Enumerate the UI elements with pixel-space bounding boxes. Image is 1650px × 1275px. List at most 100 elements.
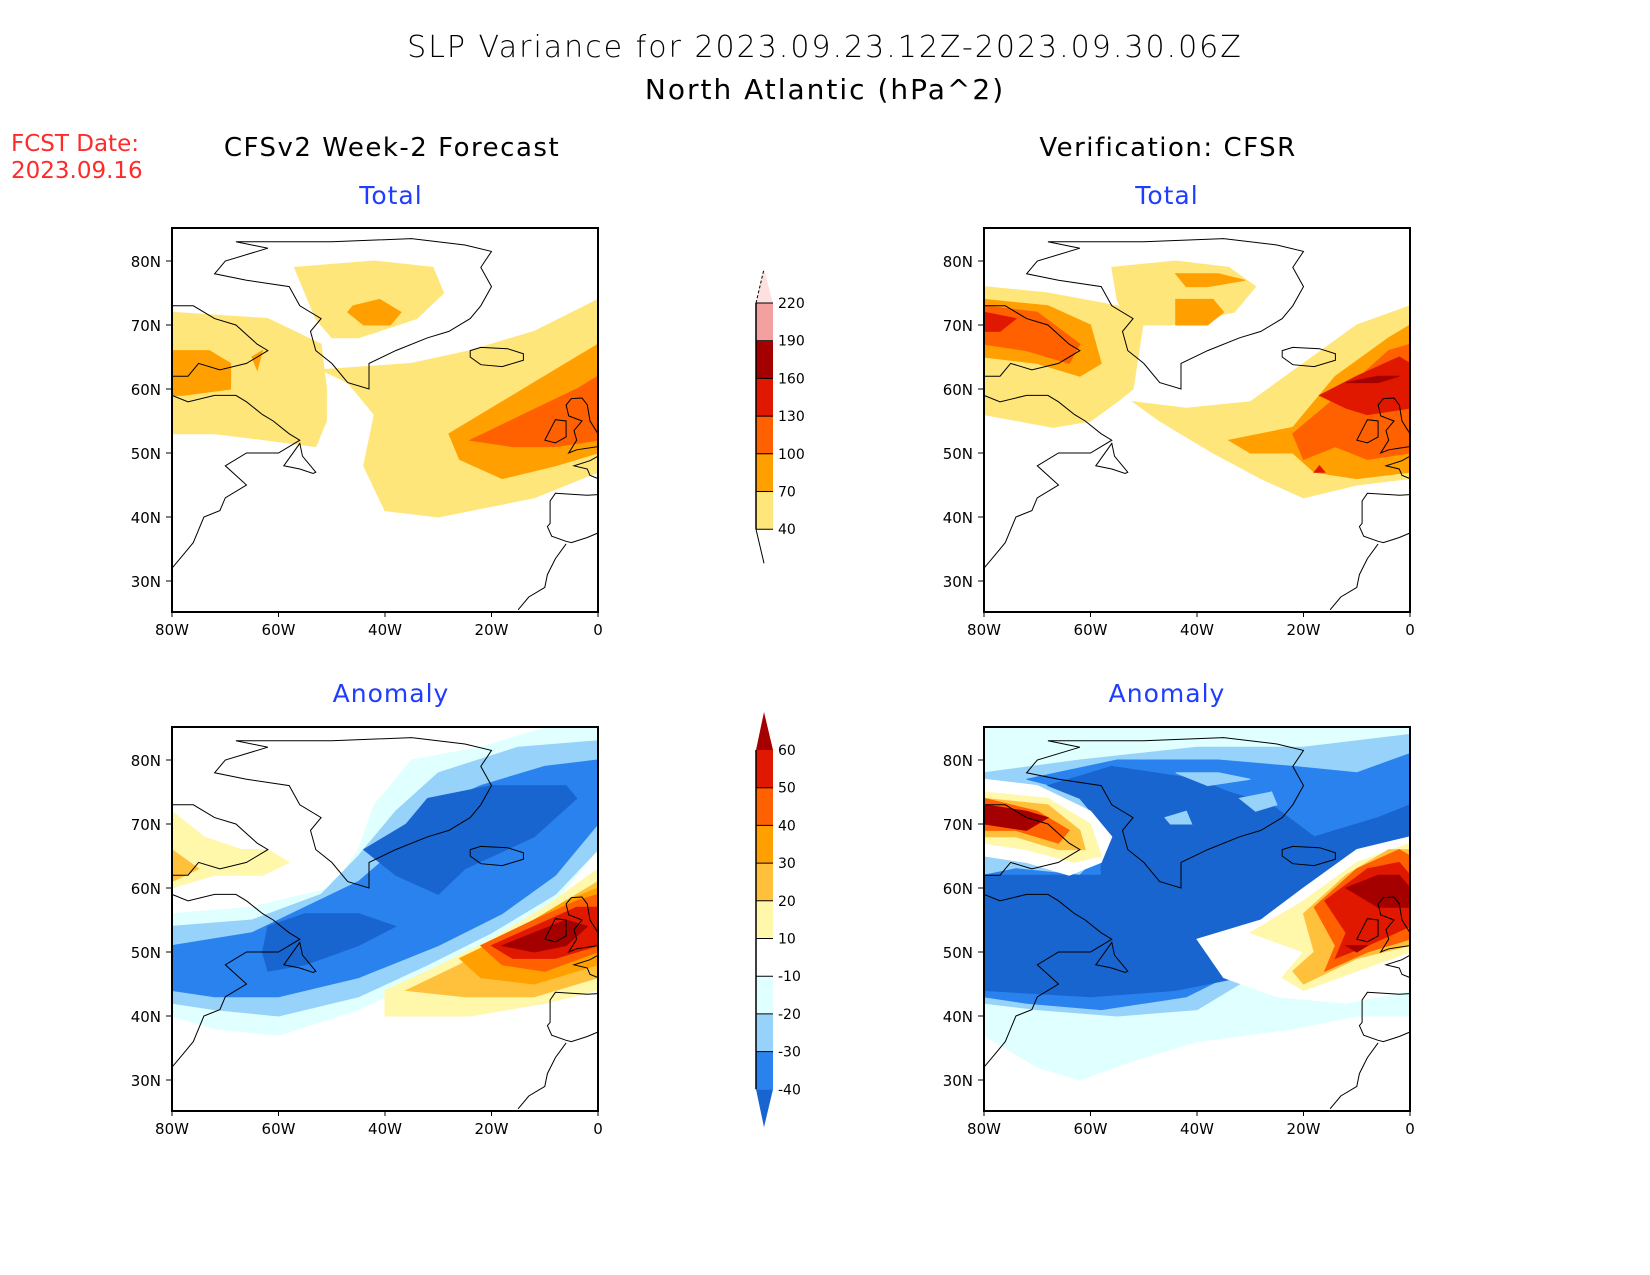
contour-above-60: [1344, 945, 1370, 953]
fcst-date-value: 2023.09.16: [11, 158, 143, 184]
labrador-coast: [171, 893, 301, 1068]
contour-40-70: [293, 260, 445, 339]
x-tick-label: 20W: [475, 1120, 509, 1138]
africa-coast: [517, 543, 567, 611]
y-tick-label: 40N: [131, 509, 161, 527]
x-tick-label: 80W: [967, 621, 1001, 639]
colorbar-box: [756, 787, 773, 826]
y-tick-label: 30N: [131, 573, 161, 591]
x-tick-label: 60W: [1074, 621, 1108, 639]
colorbar-box: [756, 1013, 773, 1053]
france-coast: [572, 954, 599, 979]
ireland-coast: [544, 918, 567, 943]
colorbar-box: [756, 976, 773, 1015]
contour-neg30-neg20: [1238, 791, 1278, 812]
colorbar-label: 40: [778, 818, 796, 834]
y-tick-label: 70N: [943, 816, 973, 834]
colorbar-label: -10: [778, 969, 801, 985]
coastlines: [171, 737, 599, 1110]
contour-neg30-neg20: [1164, 810, 1193, 825]
main-title: SLP Variance for 2023.09.23.12Z-2023.09.…: [407, 30, 1243, 65]
colorbar-label: 70: [778, 485, 796, 501]
colorbar-label: 220: [778, 296, 805, 312]
greenland-coast: [1025, 737, 1305, 889]
colorbar-box: [756, 303, 773, 342]
baffin-coast: [984, 804, 1081, 876]
africa-coast: [1329, 543, 1379, 611]
verification-column-title: Verification: CFSR: [1039, 133, 1297, 163]
labrador-coast: [983, 893, 1113, 1068]
africa-coast: [517, 1042, 567, 1110]
x-tick-label: 40W: [1180, 621, 1214, 639]
verification-anomaly-map: 30N 40N 50N 60N 70N 80N 80W 60W 40W 20W 0: [943, 726, 1415, 1138]
britain-coast: [1377, 896, 1411, 954]
baffin-coast: [172, 804, 269, 876]
coastlines: [983, 737, 1411, 1110]
iberia-coast: [1358, 492, 1411, 544]
iceland-coast: [469, 845, 524, 867]
greenland-coast: [1025, 238, 1305, 390]
newfoundland-coast: [282, 941, 317, 974]
baffin-coast: [172, 305, 269, 377]
x-tick-label: 40W: [368, 621, 402, 639]
colorbar-box: [756, 378, 773, 417]
greenland-coast: [213, 737, 493, 889]
y-tick-label: 40N: [943, 509, 973, 527]
colorbar-top-triangle: [756, 269, 773, 303]
greenland-coast: [213, 238, 493, 390]
contour-fills: [171, 260, 599, 518]
contour-fills: [983, 727, 1411, 1081]
contour-fills: [171, 727, 599, 1036]
fcst-date-label: FCST Date:: [11, 131, 139, 157]
y-tick-label: 60N: [131, 880, 161, 898]
france-coast: [1384, 954, 1411, 979]
colorbar-label: 30: [778, 856, 796, 872]
colorbar-label: 130: [778, 409, 805, 425]
verification-total-map: 30N 40N 50N 60N 70N 80N 80W 60W 40W 20W 0: [943, 227, 1415, 639]
y-tick-label: 80N: [943, 253, 973, 271]
newfoundland-coast: [1094, 442, 1129, 475]
contour-fills: [983, 260, 1411, 499]
x-tick-label: 80W: [155, 621, 189, 639]
contour-40-70: [171, 311, 327, 448]
verification-total-subtitle: Total: [1135, 181, 1199, 210]
y-tick-label: 70N: [943, 317, 973, 335]
colorbar-label: 190: [778, 334, 805, 350]
y-tick-label: 50N: [943, 944, 973, 962]
colorbar-label: 50: [778, 781, 796, 797]
x-tick-label: 20W: [1287, 621, 1321, 639]
colorbar-box: [756, 750, 773, 789]
labrador-coast: [171, 394, 301, 569]
y-tick-label: 60N: [131, 381, 161, 399]
iceland-coast: [1281, 845, 1336, 867]
y-tick-label: 70N: [131, 816, 161, 834]
colorbar-label: -20: [778, 1007, 801, 1023]
x-tick-label: 0: [593, 621, 603, 639]
colorbar-box: [756, 1051, 773, 1090]
x-tick-label: 20W: [1287, 1120, 1321, 1138]
colorbar-label: -30: [778, 1045, 801, 1061]
forecast-column-title: CFSv2 Week-2 Forecast: [223, 133, 561, 163]
forecast-anomaly-map: 30N 40N 50N 60N 70N 80N 80W 60W 40W 20W 0: [131, 726, 603, 1138]
x-tick-label: 80W: [967, 1120, 1001, 1138]
contour-70-100: [346, 298, 402, 326]
x-tick-label: 60W: [1074, 1120, 1108, 1138]
y-tick-label: 40N: [943, 1008, 973, 1026]
labrador-coast: [983, 394, 1113, 569]
colorbar-box: [756, 453, 773, 492]
x-tick-label: 80W: [155, 1120, 189, 1138]
y-tick-label: 80N: [131, 253, 161, 271]
colorbar-bottom-triangle: [755, 529, 765, 564]
contour-160-190: [1346, 375, 1400, 384]
colorbar-box: [756, 340, 773, 379]
colorbar-box: [756, 863, 773, 902]
x-tick-label: 20W: [475, 621, 509, 639]
y-tick-label: 60N: [943, 381, 973, 399]
colorbar-edge: [755, 268, 765, 304]
colorbar-label: 100: [778, 447, 805, 463]
contour-70-100: [1175, 298, 1225, 326]
forecast-total-map: 30N 40N 50N 60N 70N 80N 80W 60W 40W 20W 0: [131, 227, 603, 639]
ireland-coast: [1356, 419, 1379, 444]
colorbar-label: 10: [778, 932, 796, 948]
iberia-coast: [546, 991, 599, 1043]
